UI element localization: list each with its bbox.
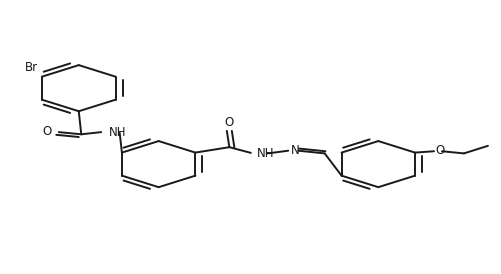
Text: N: N	[290, 144, 299, 157]
Text: NH: NH	[109, 125, 126, 139]
Text: NH: NH	[257, 147, 274, 161]
Text: O: O	[42, 125, 51, 138]
Text: O: O	[224, 116, 233, 129]
Text: Br: Br	[25, 61, 38, 75]
Text: O: O	[435, 144, 444, 157]
